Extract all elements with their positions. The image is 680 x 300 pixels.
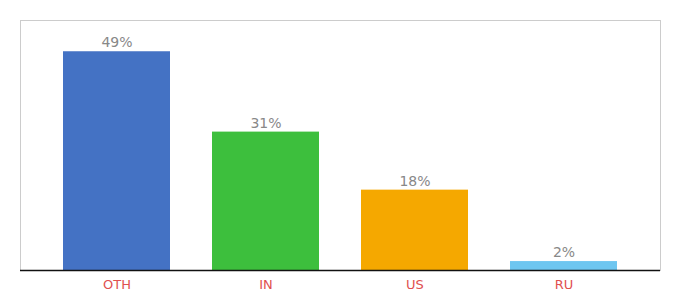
- svg-text:18%: 18%: [399, 173, 430, 189]
- svg-text:49%: 49%: [101, 34, 132, 50]
- svg-text:31%: 31%: [250, 115, 281, 131]
- svg-text:RU: RU: [555, 277, 574, 292]
- svg-text:2%: 2%: [553, 244, 575, 260]
- svg-text:US: US: [406, 277, 424, 292]
- svg-text:OTH: OTH: [103, 277, 131, 292]
- svg-text:IN: IN: [259, 277, 273, 292]
